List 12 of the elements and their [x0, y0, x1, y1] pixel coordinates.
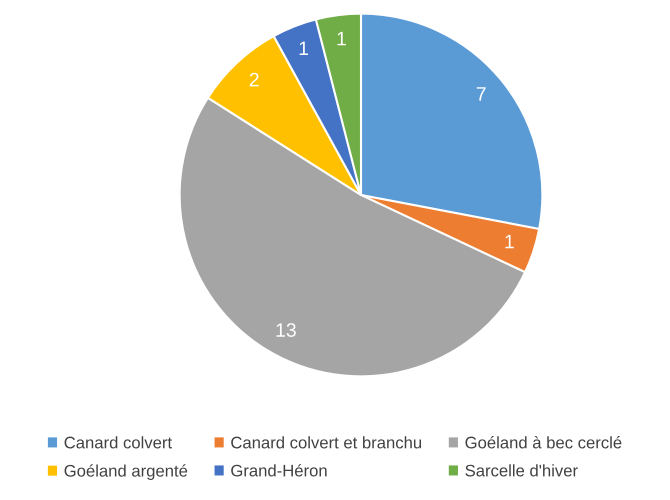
- data-label: 1: [505, 234, 514, 248]
- data-label: 7: [476, 87, 486, 101]
- data-label: 13: [276, 323, 296, 337]
- data-label: 1: [300, 42, 308, 55]
- data-label: 1: [338, 32, 346, 46]
- legend-label: Sarcelle d'hiver: [465, 464, 578, 477]
- legend-label: Canard colvert et branchu: [231, 436, 422, 448]
- legend-label: Goéland à bec cerclé: [465, 436, 622, 448]
- legend-label: Goéland argenté: [64, 464, 188, 480]
- legend-label: Grand-Héron: [231, 464, 327, 477]
- data-label: 2: [250, 72, 259, 86]
- legend-label: Canard colvert: [64, 436, 172, 448]
